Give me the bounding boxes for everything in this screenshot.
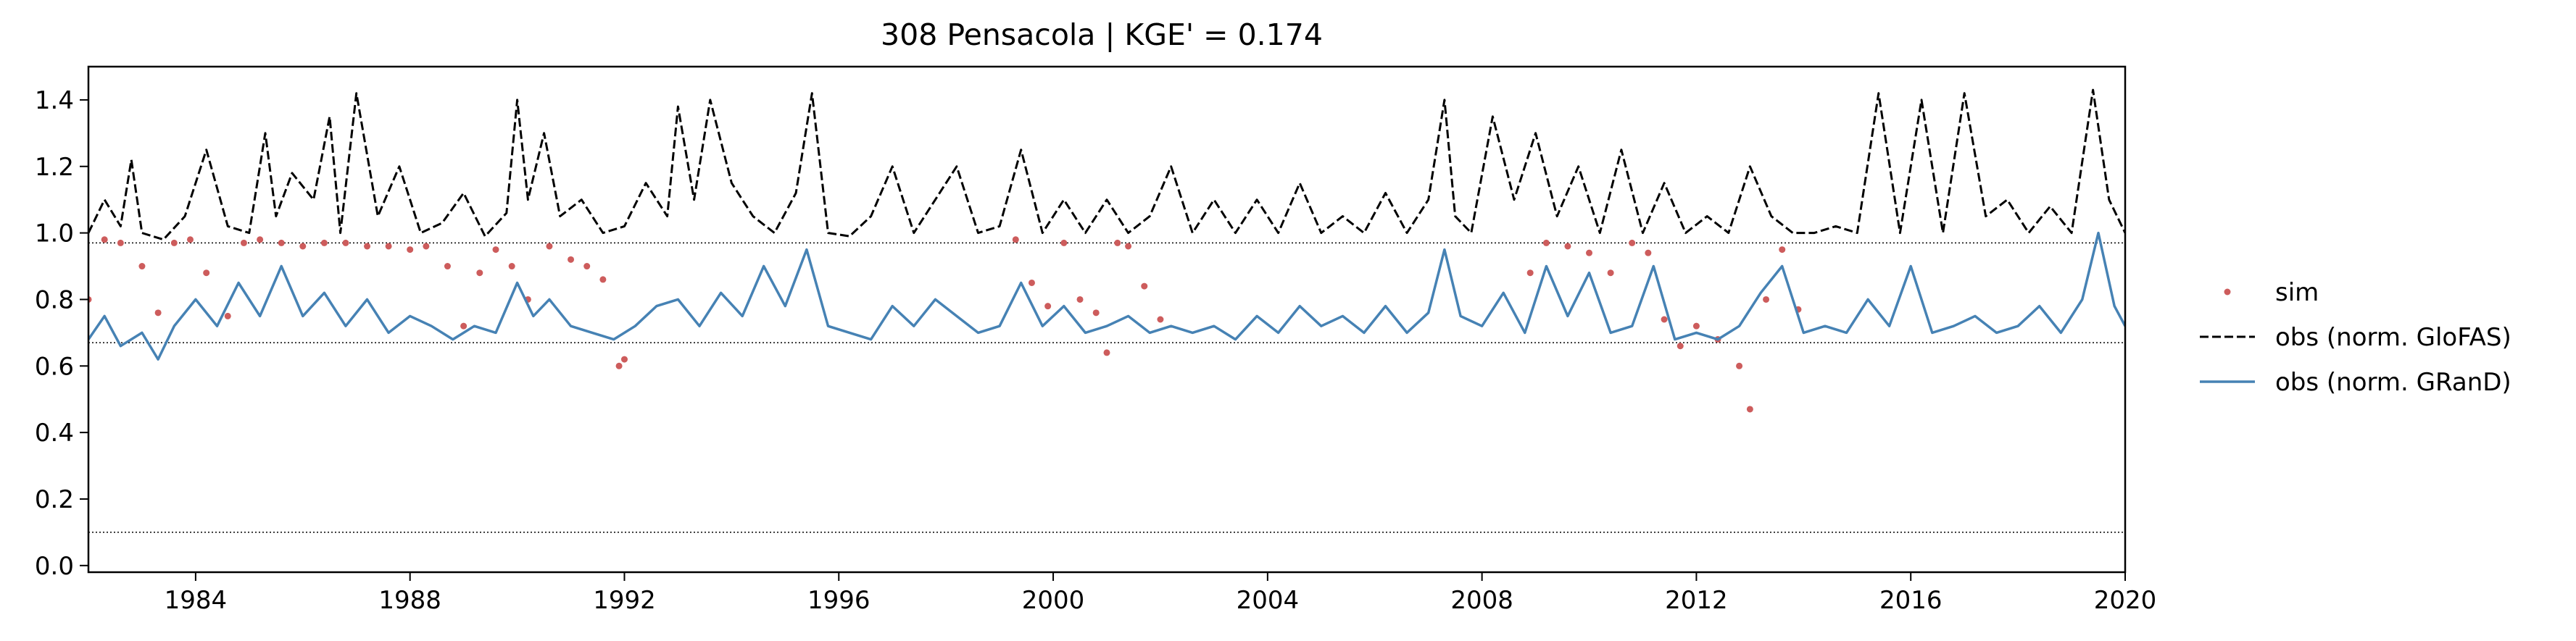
data-point-sim-54 <box>1746 406 1753 413</box>
data-point-sim-41 <box>1157 316 1164 323</box>
series-line-2 <box>88 231 2125 361</box>
data-point-sim-32 <box>1028 279 1035 286</box>
plot-frame <box>87 65 2127 574</box>
data-point-sim-22 <box>492 246 499 254</box>
data-point-sim-50 <box>1677 343 1684 350</box>
y-tick-label-6: 1.2 <box>35 153 74 182</box>
data-point-sim-8 <box>224 312 231 319</box>
data-point-sim-10 <box>257 236 264 243</box>
data-point-sim-53 <box>1736 362 1743 369</box>
data-point-sim-26 <box>568 256 575 263</box>
data-point-sim-45 <box>1586 249 1593 256</box>
legend-marker-0 <box>2224 288 2231 296</box>
legend-label-0: sim <box>2275 278 2319 307</box>
y-tick-label-4: 0.8 <box>35 285 74 314</box>
data-point-sim-18 <box>423 243 430 250</box>
data-point-sim-56 <box>1779 246 1786 254</box>
legend-item-2: obs (norm. GRanD) <box>2200 368 2511 397</box>
data-point-sim-14 <box>342 239 349 246</box>
data-point-sim-3 <box>138 263 146 270</box>
series-0-points <box>88 236 1802 413</box>
plot-clipped-group <box>88 88 2125 533</box>
data-point-sim-36 <box>1092 309 1100 317</box>
data-point-sim-51 <box>1692 322 1700 330</box>
data-point-sim-12 <box>299 243 307 250</box>
data-point-sim-30 <box>620 356 628 363</box>
y-tick-label-3: 0.6 <box>35 352 74 381</box>
data-point-sim-27 <box>583 263 591 270</box>
legend-item-1: obs (norm. GloFAS) <box>2200 323 2511 352</box>
y-tick-label-5: 1.0 <box>35 219 74 248</box>
plot-area <box>88 88 2125 533</box>
y-tick-label-7: 1.4 <box>35 86 74 115</box>
series-line-1 <box>88 88 2125 241</box>
data-point-sim-7 <box>203 269 210 277</box>
x-tick-label-4: 2000 <box>1022 586 1085 615</box>
legend-label-1: obs (norm. GloFAS) <box>2275 323 2511 352</box>
axes: 1984 1988 1992 1996 2000 2004 2008 2012 2016 2020… <box>35 86 2156 615</box>
data-point-sim-2 <box>117 239 124 246</box>
x-tick-label-0: 1984 <box>165 586 228 615</box>
data-point-sim-6 <box>187 236 194 243</box>
legend-item-0: sim <box>2224 278 2319 307</box>
data-point-sim-39 <box>1125 243 1132 250</box>
data-point-sim-55 <box>1763 296 1770 303</box>
data-point-sim-23 <box>508 263 515 270</box>
legend: sim obs (norm. GloFAS) obs (norm. GRanD) <box>2200 278 2511 397</box>
x-tick-label-9: 2020 <box>2094 586 2157 615</box>
data-point-sim-48 <box>1645 249 1652 256</box>
data-point-sim-47 <box>1629 239 1636 246</box>
data-point-sim-4 <box>154 309 162 317</box>
data-point-sim-19 <box>444 263 451 270</box>
data-point-sim-13 <box>320 239 328 246</box>
data-point-sim-46 <box>1607 269 1614 277</box>
data-point-sim-34 <box>1060 239 1068 246</box>
y-tick-label-2: 0.4 <box>35 419 74 448</box>
data-point-sim-5 <box>170 239 178 246</box>
y-tick-label-0: 0.0 <box>35 552 74 581</box>
x-tick-label-7: 2012 <box>1665 586 1728 615</box>
data-point-sim-44 <box>1564 243 1571 250</box>
x-tick-label-2: 1992 <box>593 586 656 615</box>
data-point-sim-33 <box>1044 303 1052 310</box>
chart-title: 308 Pensacola | KGE' = 0.174 <box>881 17 1323 52</box>
data-point-sim-37 <box>1103 349 1110 356</box>
x-tick-label-6: 2008 <box>1450 586 1513 615</box>
data-point-sim-20 <box>460 322 468 330</box>
data-point-sim-17 <box>407 246 414 254</box>
data-point-sim-9 <box>240 239 247 246</box>
x-tick-label-1: 1988 <box>378 586 441 615</box>
data-point-sim-21 <box>476 269 483 277</box>
x-tick-label-3: 1996 <box>807 586 871 615</box>
data-point-sim-42 <box>1526 269 1534 277</box>
data-point-sim-40 <box>1141 282 1148 290</box>
data-point-sim-31 <box>1012 236 1019 243</box>
data-point-sim-28 <box>599 276 607 283</box>
data-point-sim-1 <box>101 236 108 243</box>
x-tick-label-8: 2016 <box>1879 586 1943 615</box>
data-point-sim-25 <box>546 243 553 250</box>
data-point-sim-38 <box>1114 239 1121 246</box>
legend-label-2: obs (norm. GRanD) <box>2275 368 2511 397</box>
data-point-sim-35 <box>1076 296 1084 303</box>
data-point-sim-49 <box>1661 316 1668 323</box>
data-point-sim-16 <box>385 243 392 250</box>
data-point-sim-43 <box>1542 239 1550 246</box>
y-tick-label-1: 0.2 <box>35 485 74 514</box>
data-point-sim-11 <box>278 239 285 246</box>
data-point-sim-29 <box>615 362 623 369</box>
x-tick-label-5: 2004 <box>1237 586 1300 615</box>
data-point-sim-15 <box>364 243 371 250</box>
